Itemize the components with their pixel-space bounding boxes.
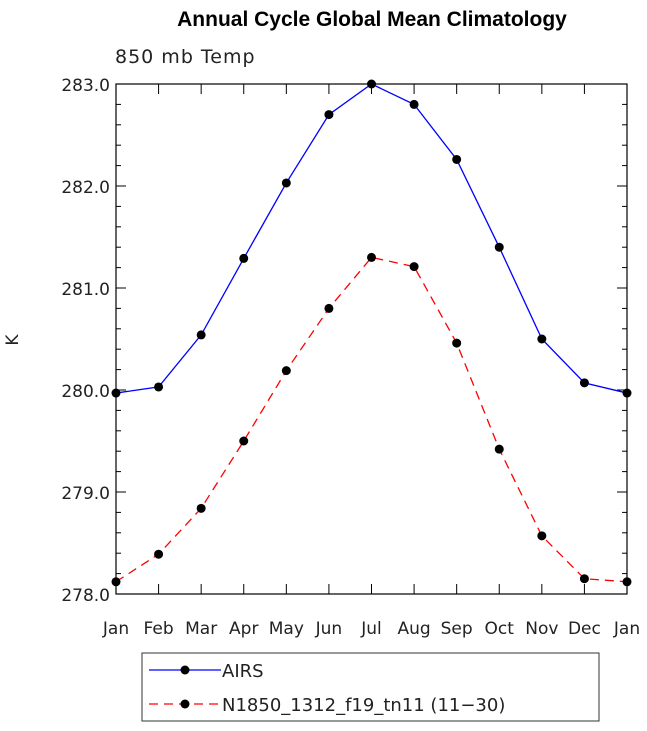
data-point [367, 79, 376, 89]
data-point [154, 382, 164, 392]
y-tick-label: 282.0 [61, 178, 110, 198]
data-point [494, 444, 504, 454]
data-point [494, 242, 504, 252]
data-point [579, 378, 589, 388]
data-point [239, 253, 249, 263]
series-line-1 [115, 83, 628, 394]
legend: AIRS N1850_1312_f19_tn11 (11−30) [141, 652, 600, 722]
data-point [409, 99, 419, 109]
data-point [111, 577, 121, 587]
data-point [452, 154, 462, 164]
data-point [409, 262, 419, 272]
axis-ticks: Jan Feb Mar Apr May Jun Jul Aug Sep Oct Nov Dec Jan 2… [61, 76, 640, 639]
x-tick-label: Jun [315, 619, 343, 639]
data-point [537, 531, 547, 541]
legend-marker [180, 665, 190, 675]
data-point [579, 574, 589, 584]
x-tick-label: Jan [102, 619, 129, 639]
x-tick-label: May [269, 619, 304, 639]
x-tick-label: Oct [485, 619, 515, 639]
data-point [281, 178, 291, 188]
data-point [537, 334, 547, 344]
x-tick-label: Jul [360, 619, 382, 639]
x-tick-label: Dec [568, 619, 601, 639]
x-tick-label: Apr [229, 619, 258, 639]
legend-box [141, 652, 600, 722]
series-layer [111, 79, 632, 587]
data-point [111, 388, 121, 398]
legend-label: N1850_1312_f19_tn11 (11−30) [222, 695, 505, 716]
data-point [367, 252, 376, 262]
chart-title: Annual Cycle Global Mean Climatology [177, 8, 567, 31]
chart-subtitle: 850 mb Temp [115, 46, 256, 68]
data-point [622, 388, 632, 398]
x-tick-label: Aug [397, 619, 430, 639]
legend-label: AIRS [222, 661, 264, 682]
x-tick-label: Sep [441, 619, 473, 639]
data-point [239, 436, 249, 446]
data-point [154, 549, 164, 559]
data-point [324, 303, 334, 313]
legend-marker [180, 699, 190, 709]
plot-frame [115, 83, 628, 595]
y-tick-label: 283.0 [61, 76, 110, 96]
x-tick-label: Mar [185, 619, 217, 639]
y-tick-label: 278.0 [61, 586, 110, 606]
data-point [281, 366, 291, 376]
y-tick-label: 280.0 [61, 382, 110, 402]
series-line-2 [115, 256, 628, 583]
data-point [324, 110, 334, 120]
y-tick-label: 279.0 [61, 484, 110, 504]
x-tick-label: Nov [525, 619, 558, 639]
y-axis-label: K [3, 334, 23, 346]
data-point [452, 338, 462, 348]
data-point [622, 577, 632, 587]
y-tick-label: 281.0 [61, 280, 110, 300]
x-tick-label: Feb [144, 619, 174, 639]
data-point [196, 503, 206, 513]
x-tick-label: Jan [613, 619, 640, 639]
data-point [196, 330, 206, 340]
